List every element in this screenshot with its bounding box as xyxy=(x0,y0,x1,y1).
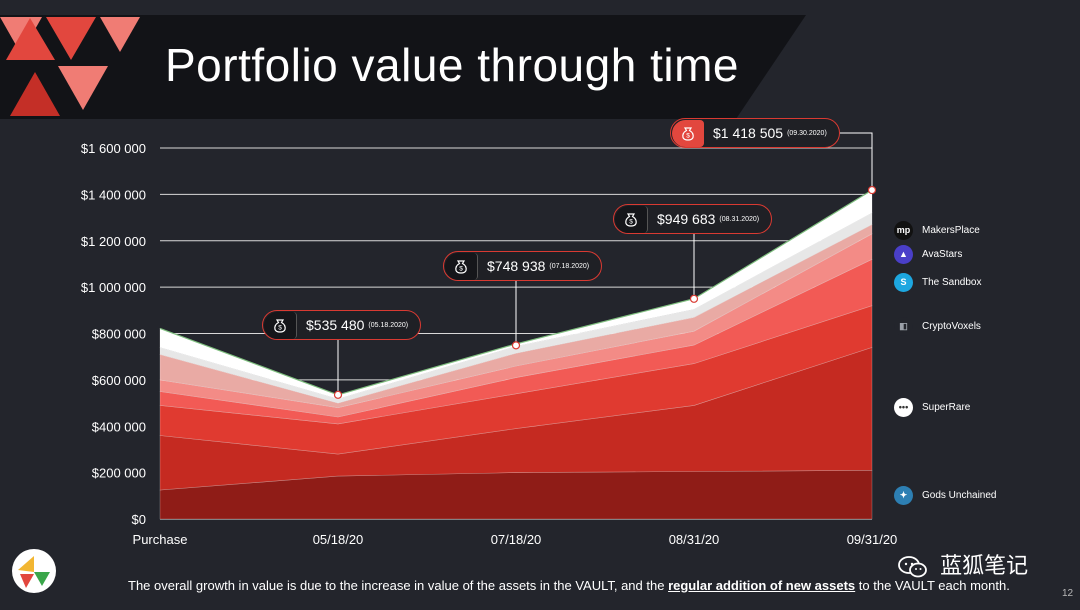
area-series xyxy=(159,189,873,520)
y-tick-label: $400 000 xyxy=(92,419,146,434)
callout-value: $1 418 505 xyxy=(713,125,784,141)
title-banner xyxy=(0,15,806,119)
legend-item-avastars: ▲ AvaStars xyxy=(894,244,962,264)
sandbox-icon: S xyxy=(894,272,913,292)
y-tick-label: $800 000 xyxy=(92,327,146,342)
logo-triangle xyxy=(10,72,60,116)
legend-item-gods-unchained: ✦ Gods Unchained xyxy=(894,485,997,505)
area-series-7 xyxy=(159,212,873,404)
watermark-text: 蓝狐笔记 xyxy=(940,553,1029,578)
money-bag-icon: $ xyxy=(615,205,648,233)
svg-text:$: $ xyxy=(459,266,463,273)
svg-text:$: $ xyxy=(278,325,282,332)
annotation-point xyxy=(867,185,877,195)
gods-unchained-icon: ✦ xyxy=(894,485,913,505)
legend-label: Gods Unchained xyxy=(922,489,997,501)
footer-note: The overall growth in value is due to th… xyxy=(128,578,1010,593)
logo-triangle xyxy=(100,17,140,52)
value-callout: $ $535 480 (05.18.2020) xyxy=(262,310,422,340)
superrare-icon: ••• xyxy=(894,397,913,417)
y-tick-label: $1 600 000 xyxy=(81,141,146,156)
legend-item-sandbox: S The Sandbox xyxy=(894,272,982,292)
money-bag-icon: $ xyxy=(445,252,478,280)
axis-ticks: $0 $200 000 $400 000 $600 000 $800 000 $1 000… xyxy=(81,141,897,547)
legend-item-cryptovoxels: ◧ CryptoVoxels xyxy=(894,316,981,336)
logo-triangle xyxy=(46,17,96,60)
x-tick-label: 07/18/20 xyxy=(491,532,542,547)
brand-badge-shape xyxy=(34,572,50,586)
y-tick-label: $1 400 000 xyxy=(81,187,146,202)
money-bag-icon: $ xyxy=(672,119,704,147)
x-tick-label: Purchase xyxy=(133,532,188,547)
callout-date: (07.18.2020) xyxy=(549,262,590,270)
page-number: 12 xyxy=(1062,588,1074,599)
makersplace-icon: mp xyxy=(894,220,913,240)
annotation-leader xyxy=(828,132,873,191)
callout-date: (08.31.2020) xyxy=(719,215,760,223)
svg-text:$: $ xyxy=(629,219,633,226)
callout-date: (09.30.2020) xyxy=(787,129,827,137)
y-tick-label: $0 xyxy=(132,512,146,527)
callout-value: $748 938 xyxy=(487,258,546,274)
annotation-point xyxy=(689,294,699,303)
footer-emphasis: regular addition of new assets xyxy=(668,578,856,593)
brand-badge-shape xyxy=(20,574,34,588)
footer-text-before: The overall growth in value is due to th… xyxy=(128,578,669,593)
brand-badge-shape xyxy=(18,556,34,572)
x-tick-label: 05/18/20 xyxy=(313,532,364,547)
callout-value: $535 480 xyxy=(306,317,365,333)
annotation-leaders xyxy=(333,132,877,399)
legend-item-makersplace: mp MakersPlace xyxy=(894,220,980,240)
page-title: Portfolio value through time xyxy=(165,39,739,91)
y-tick-label: $200 000 xyxy=(92,466,146,481)
watermark: 蓝狐笔记 xyxy=(898,548,1028,580)
x-tick-label: 09/31/20 xyxy=(847,532,898,547)
callout-date: (05.18.2020) xyxy=(368,321,409,329)
avastars-icon: ▲ xyxy=(894,244,913,264)
footer-text-after: to the VAULT each month. xyxy=(855,578,1010,593)
logo-triangle xyxy=(58,66,108,110)
wechat-icon xyxy=(898,556,927,578)
value-callout: $ $1 418 505 (09.30.2020) xyxy=(670,118,840,148)
callout-value: $949 683 xyxy=(657,211,716,227)
y-tick-label: $600 000 xyxy=(92,373,146,388)
y-tick-label: $1 000 000 xyxy=(81,280,146,295)
logo-triangles xyxy=(0,17,140,116)
legend-label: SuperRare xyxy=(922,401,971,413)
legend-item-superrare: ••• SuperRare xyxy=(894,397,970,417)
logo-triangle xyxy=(6,18,55,60)
svg-text:$: $ xyxy=(686,133,690,140)
legend-label: The Sandbox xyxy=(922,276,982,288)
legend-label: MakersPlace xyxy=(922,224,980,236)
brand-badge xyxy=(12,549,56,593)
y-tick-label: $1 200 000 xyxy=(81,234,146,249)
annotation-point xyxy=(511,341,521,350)
cryptovoxels-icon: ◧ xyxy=(894,316,913,336)
area-series-3 xyxy=(159,305,873,455)
value-callout: $ $748 938 (07.18.2020) xyxy=(443,251,603,281)
legend-label: CryptoVoxels xyxy=(922,320,981,332)
value-callout: $ $949 683 (08.31.2020) xyxy=(613,204,773,234)
legend-label: AvaStars xyxy=(922,248,963,260)
x-tick-label: 08/31/20 xyxy=(669,532,720,547)
money-bag-icon: $ xyxy=(264,311,297,339)
annotation-point xyxy=(333,390,343,399)
